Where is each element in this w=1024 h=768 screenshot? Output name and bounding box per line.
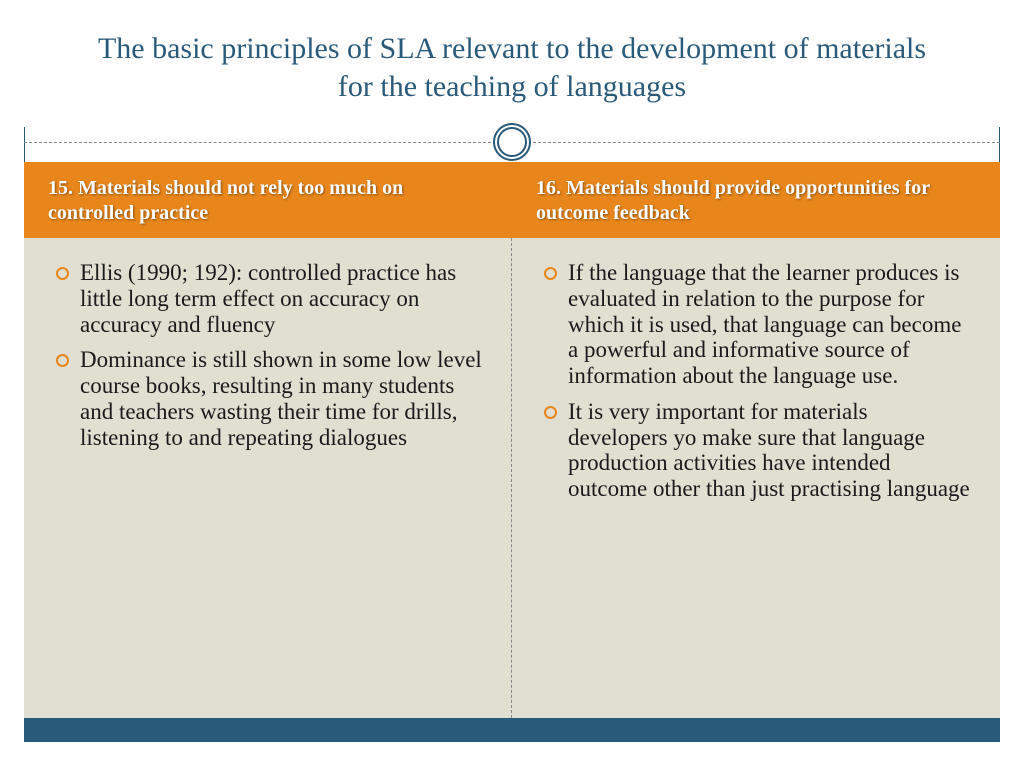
content-area: Ellis (1990; 192): controlled practice h… bbox=[24, 238, 1000, 718]
slide-title: The basic principles of SLA relevant to … bbox=[84, 30, 940, 105]
right-column: If the language that the learner produce… bbox=[512, 238, 1000, 718]
list-item: Dominance is still shown in some low lev… bbox=[52, 347, 483, 450]
bottom-band bbox=[24, 718, 1000, 742]
right-heading: 16. Materials should provide opportuniti… bbox=[512, 162, 1000, 238]
headings-band: 15. Materials should not rely too much o… bbox=[24, 162, 1000, 238]
list-item: If the language that the learner produce… bbox=[540, 260, 972, 389]
left-column: Ellis (1990; 192): controlled practice h… bbox=[24, 238, 512, 718]
left-bullet-list: Ellis (1990; 192): controlled practice h… bbox=[52, 260, 483, 450]
title-box: The basic principles of SLA relevant to … bbox=[24, 12, 1000, 127]
list-item: It is very important for materials devel… bbox=[540, 399, 972, 502]
list-item: Ellis (1990; 192): controlled practice h… bbox=[52, 260, 483, 337]
right-bullet-list: If the language that the learner produce… bbox=[540, 260, 972, 502]
circle-ornament-icon bbox=[492, 122, 532, 162]
left-heading: 15. Materials should not rely too much o… bbox=[24, 162, 512, 238]
